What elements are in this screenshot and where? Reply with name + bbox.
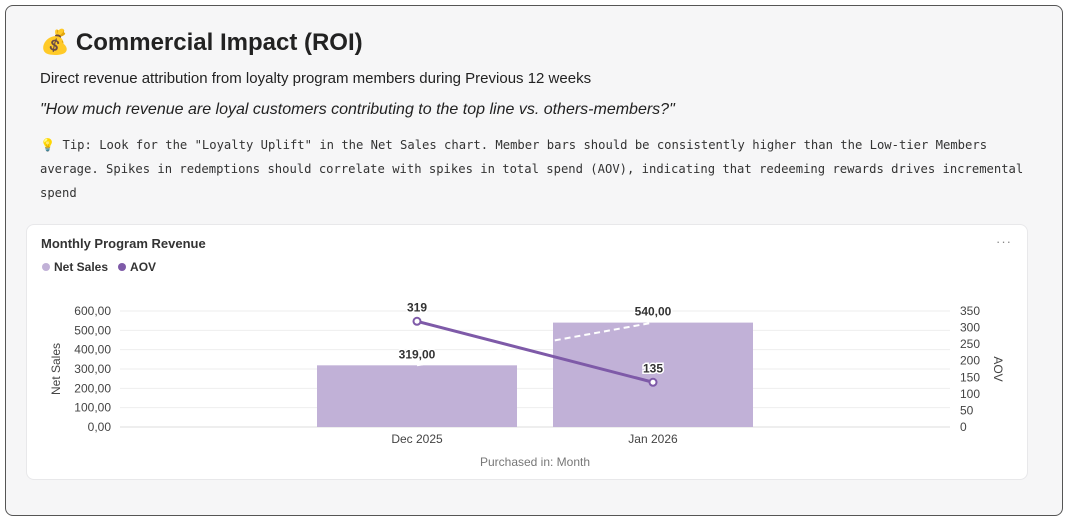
legend-label: AOV xyxy=(130,260,157,274)
bar-dec-2025 xyxy=(317,365,517,427)
y2-tick-label: 100 xyxy=(960,387,980,401)
page-title-text: Commercial Impact (ROI) xyxy=(75,28,363,56)
y2-tick-label: 250 xyxy=(960,337,980,351)
y2-tick-label: 50 xyxy=(960,403,974,417)
aov-point xyxy=(412,316,422,326)
page-subtitle: Direct revenue attribution from loyalty … xyxy=(40,70,592,87)
y-tick-label: 300,00 xyxy=(74,362,111,376)
more-options-icon[interactable]: ··· xyxy=(996,234,1012,249)
page-title: 💰 Commercial Impact (ROI) xyxy=(40,28,363,57)
y-tick-label: 400,00 xyxy=(74,343,111,357)
y-tick-label: 200,00 xyxy=(74,381,111,395)
legend-item-aov[interactable]: AOV xyxy=(118,260,156,274)
y-axis-label: Net Sales xyxy=(49,343,63,395)
y2-axis-label: AOV xyxy=(991,356,1005,381)
bar-data-label: 319,00 xyxy=(399,347,436,361)
legend-item-net-sales[interactable]: Net Sales xyxy=(42,260,108,274)
guiding-question: "How much revenue are loyal customers co… xyxy=(40,101,675,118)
y2-tick-label: 300 xyxy=(960,321,980,335)
aov-data-label: 319 xyxy=(407,300,427,314)
y2-tick-label: 0 xyxy=(960,420,967,434)
x-tick-label: Dec 2025 xyxy=(391,432,443,446)
x-axis-label: Purchased in: Month xyxy=(480,455,590,469)
chart-title: Monthly Program Revenue xyxy=(41,236,206,251)
y-tick-label: 0,00 xyxy=(88,420,112,434)
y2-tick-label: 150 xyxy=(960,370,980,384)
aov-point xyxy=(648,377,658,387)
y-tick-label: 100,00 xyxy=(74,401,111,415)
x-tick-label: Jan 2026 xyxy=(628,432,678,446)
chart-card xyxy=(26,224,1028,480)
tip-text: 💡 Tip: Look for the "Loyalty Uplift" in … xyxy=(40,138,1024,200)
y-tick-label: 500,00 xyxy=(74,323,111,337)
bar-data-label: 540,00 xyxy=(635,305,672,319)
y2-tick-label: 200 xyxy=(960,354,980,368)
aov-line xyxy=(416,319,654,384)
y-tick-label: 600,00 xyxy=(74,304,111,318)
bar-jan-2026 xyxy=(553,322,753,427)
aov-data-label: 135 xyxy=(643,361,663,375)
money-bag-icon: 💰 xyxy=(40,29,70,56)
legend-label: Net Sales xyxy=(54,260,109,274)
chart-legend: Net Sales AOV xyxy=(42,260,156,274)
y2-tick-label: 350 xyxy=(960,304,980,318)
